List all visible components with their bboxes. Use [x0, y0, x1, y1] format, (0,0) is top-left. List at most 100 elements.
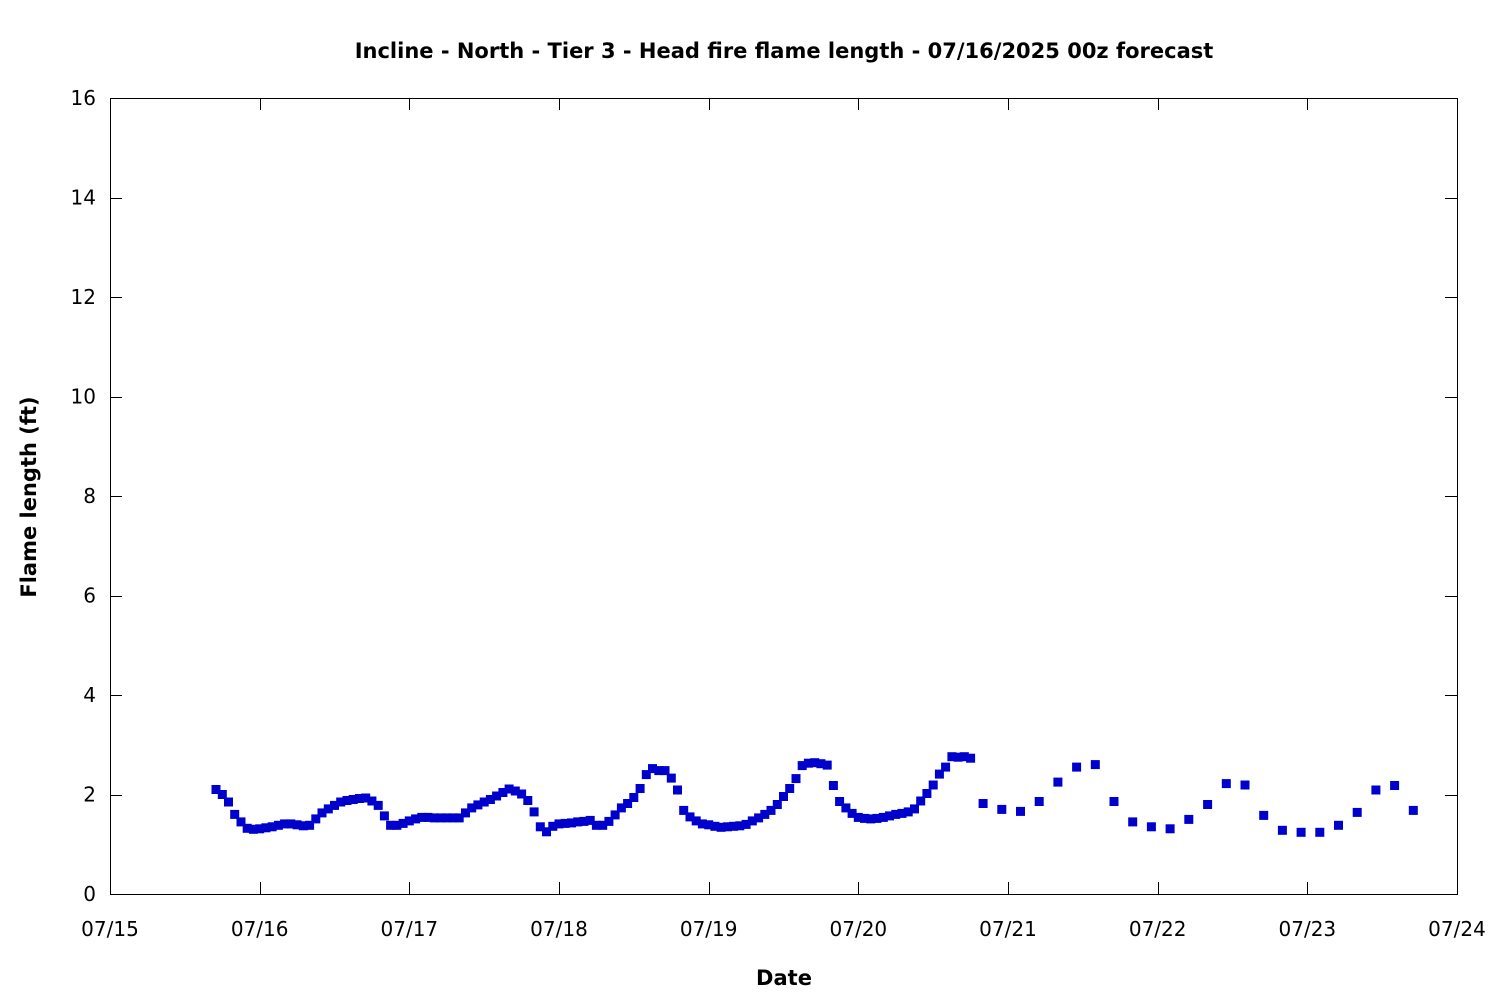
data-point — [454, 813, 464, 823]
data-point — [591, 820, 601, 830]
data-point — [323, 804, 333, 814]
data-point — [897, 808, 907, 818]
y-tick-label: 14 — [71, 186, 96, 210]
data-point — [554, 819, 564, 829]
data-point — [473, 800, 483, 810]
data-point — [373, 800, 383, 810]
data-point — [1352, 807, 1362, 817]
data-point — [866, 814, 876, 824]
data-point — [417, 812, 427, 822]
data-point — [261, 823, 271, 833]
data-point — [878, 812, 888, 822]
data-point — [442, 813, 452, 823]
y-axis-label: Flame length (ft) — [17, 396, 41, 597]
data-point — [379, 811, 389, 821]
data-point — [710, 821, 720, 831]
data-point — [211, 785, 221, 794]
y-tick-label: 6 — [83, 584, 96, 608]
x-tick-label: 07/22 — [1129, 917, 1187, 941]
data-point — [429, 813, 439, 823]
data-point — [660, 766, 670, 776]
data-point — [629, 793, 639, 802]
data-point — [479, 797, 489, 807]
data-point — [772, 800, 782, 809]
data-point — [903, 807, 913, 817]
data-point — [604, 816, 614, 826]
data-point — [697, 819, 707, 829]
data-point — [716, 822, 726, 832]
data-point — [679, 805, 689, 815]
data-point — [1390, 781, 1400, 790]
data-point — [535, 822, 545, 832]
data-point — [386, 820, 396, 830]
data-point — [648, 764, 657, 774]
data-point — [860, 813, 870, 823]
x-tick-label: 07/20 — [830, 917, 888, 941]
x-tick-label: 07/21 — [979, 917, 1037, 941]
data-point — [573, 817, 583, 827]
data-point — [673, 785, 682, 795]
y-tick-label: 8 — [83, 484, 96, 508]
data-point — [517, 789, 527, 799]
x-tick-label: 07/15 — [81, 917, 139, 941]
data-point — [292, 820, 302, 830]
data-point — [1128, 817, 1138, 827]
data-point — [1277, 825, 1287, 835]
data-point — [1334, 820, 1343, 830]
x-axis-label: Date — [756, 966, 812, 990]
data-point — [610, 810, 620, 820]
data-point — [766, 805, 776, 815]
data-point — [997, 804, 1007, 814]
y-tick-label: 4 — [83, 683, 96, 707]
data-point — [1053, 777, 1063, 787]
data-point — [654, 766, 664, 776]
data-point — [916, 796, 926, 806]
data-point — [797, 761, 807, 771]
data-point — [885, 811, 894, 821]
data-point — [1072, 762, 1082, 772]
data-point — [273, 820, 283, 830]
data-point — [747, 816, 757, 826]
data-point — [579, 816, 589, 826]
x-axis-ticks: 07/15 07/16 07/17 07/18 07/19 07/20 07/21 07/22… — [81, 98, 1486, 941]
y-tick-label: 16 — [71, 86, 96, 110]
x-tick-label: 07/18 — [530, 917, 588, 941]
data-point — [305, 820, 315, 830]
data-point — [1090, 760, 1100, 770]
data-point — [1240, 780, 1250, 790]
data-point — [485, 795, 495, 804]
data-point — [822, 760, 832, 770]
data-point — [504, 784, 514, 794]
y-tick-label: 12 — [71, 285, 96, 309]
data-point — [217, 790, 227, 799]
data-point — [348, 795, 358, 804]
data-point — [298, 821, 308, 831]
data-point — [1146, 822, 1156, 832]
data-point — [1165, 824, 1175, 834]
data-point — [666, 773, 676, 783]
x-tick-label: 07/23 — [1279, 917, 1337, 941]
data-point — [760, 809, 770, 819]
data-point — [1034, 797, 1044, 806]
data-point — [398, 818, 408, 828]
data-point — [411, 814, 421, 824]
data-point — [467, 803, 477, 813]
data-point — [317, 808, 327, 818]
data-point — [498, 788, 508, 797]
data-point — [779, 792, 788, 801]
data-point — [510, 786, 520, 796]
data-point — [448, 813, 458, 823]
data-point — [959, 752, 969, 762]
data-point — [791, 774, 801, 784]
chart-title: Incline - North - Tier 3 - Head fire fla… — [355, 39, 1214, 63]
data-point — [616, 803, 626, 813]
x-tick-label: 07/24 — [1428, 917, 1486, 941]
data-point — [941, 762, 951, 772]
data-point — [286, 819, 296, 829]
y-tick-label: 10 — [71, 385, 96, 409]
data-point — [722, 822, 732, 832]
data-point — [560, 818, 570, 828]
data-point — [754, 813, 764, 823]
data-point — [841, 803, 851, 813]
